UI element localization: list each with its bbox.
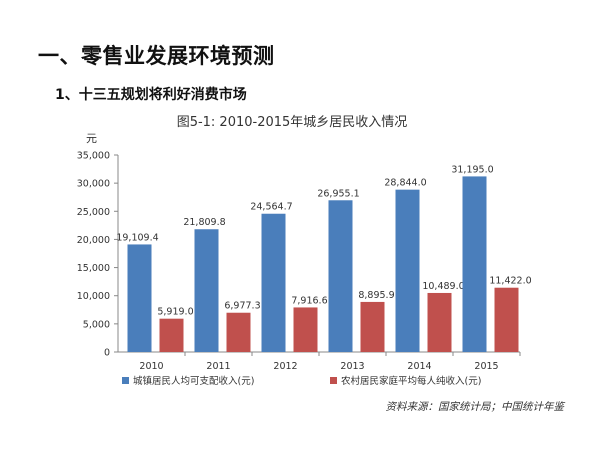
bar-data-label: 21,809.8: [183, 217, 225, 228]
x-category-label: 2011: [206, 361, 230, 372]
bar-urban: [328, 200, 353, 352]
bar-rural: [293, 307, 318, 352]
bar-urban: [127, 244, 152, 352]
y-tick-label: 0: [104, 348, 110, 359]
x-category-label: 2015: [474, 361, 498, 372]
chart-title: 图5-1: 2010-2015年城乡居民收入情况: [177, 115, 408, 130]
bar-data-label: 7,916.6: [291, 295, 327, 306]
x-category-label: 2010: [139, 361, 163, 372]
bar-rural: [427, 292, 452, 352]
legend-swatch: [122, 377, 129, 384]
bar-rural: [360, 301, 385, 352]
y-tick-label: 35,000: [77, 151, 110, 162]
y-tick-label: 30,000: [77, 179, 110, 190]
source-note: 资料来源：国家统计局；中国统计年鉴: [386, 401, 566, 413]
x-category-label: 2014: [407, 361, 431, 372]
bar-data-label: 26,955.1: [317, 188, 359, 199]
x-category-label: 2012: [273, 361, 297, 372]
legend-label: 农村居民家庭平均每人纯收入(元): [341, 375, 481, 387]
bar-urban: [462, 176, 487, 352]
bar-data-label: 24,564.7: [250, 202, 292, 213]
bar-data-label: 8,895.9: [358, 290, 394, 301]
bar-data-label: 5,919.0: [157, 307, 193, 318]
bar-rural: [159, 318, 184, 352]
y-tick-label: 20,000: [77, 235, 110, 246]
bar-rural: [226, 312, 251, 352]
bar-data-label: 28,844.0: [384, 178, 426, 189]
bar-urban: [395, 189, 420, 352]
bar-data-label: 6,977.3: [224, 301, 260, 312]
bar-data-label: 19,109.4: [116, 232, 158, 243]
bar-data-label: 10,489.0: [422, 281, 464, 292]
legend-label: 城镇居民人均可支配收入(元): [133, 375, 254, 387]
y-tick-label: 10,000: [77, 291, 110, 302]
bar-urban: [261, 213, 286, 352]
y-tick-label: 15,000: [77, 263, 110, 274]
bar-urban: [194, 229, 219, 352]
bar-data-label: 31,195.0: [451, 164, 493, 175]
y-tick-label: 25,000: [77, 207, 110, 218]
page-heading: 一、零售业发展环境预测: [38, 44, 275, 68]
page-subheading: 1、十三五规划将利好消费市场: [55, 87, 247, 103]
legend-swatch: [330, 377, 337, 384]
bar-data-label: 11,422.0: [489, 276, 531, 287]
x-category-label: 2013: [340, 361, 364, 372]
y-axis-unit-label: 元: [86, 132, 97, 145]
y-tick-label: 5,000: [83, 319, 110, 330]
bar-rural: [494, 287, 519, 352]
